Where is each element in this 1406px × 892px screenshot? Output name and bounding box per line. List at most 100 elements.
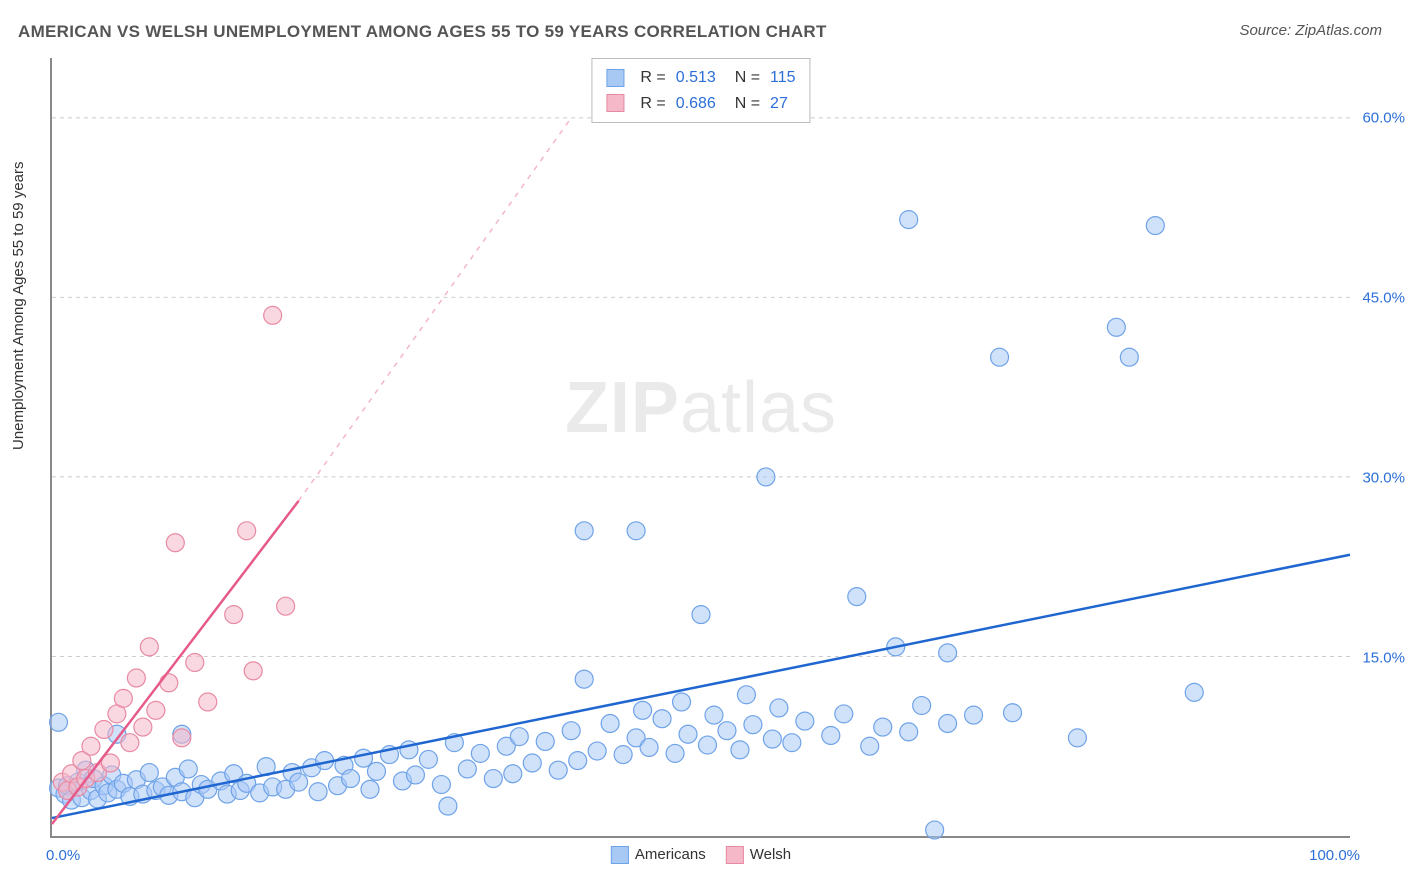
data-point — [1185, 683, 1203, 701]
data-point — [900, 211, 918, 229]
data-point — [692, 606, 710, 624]
data-point — [770, 699, 788, 717]
data-point — [874, 718, 892, 736]
data-point — [523, 754, 541, 772]
data-point — [127, 669, 145, 687]
data-point — [342, 770, 360, 788]
data-point — [458, 760, 476, 778]
data-point — [309, 783, 327, 801]
data-point — [368, 762, 386, 780]
legend-label: Americans — [635, 846, 706, 863]
data-point — [575, 670, 593, 688]
data-point — [504, 765, 522, 783]
stat-value-n: 115 — [770, 65, 796, 91]
data-point — [634, 701, 652, 719]
ytick-label: 45.0% — [1362, 290, 1405, 307]
data-point — [140, 638, 158, 656]
trend-line-dashed — [299, 118, 572, 501]
data-point — [147, 701, 165, 719]
data-point — [277, 597, 295, 615]
trend-line — [52, 555, 1350, 818]
data-point — [699, 736, 717, 754]
data-point — [575, 522, 593, 540]
data-point — [991, 348, 1009, 366]
chart-svg — [52, 58, 1350, 836]
stat-value-r: 0.513 — [676, 65, 716, 91]
data-point — [199, 693, 217, 711]
data-point — [173, 729, 191, 747]
data-point — [588, 742, 606, 760]
legend-swatch — [611, 846, 629, 864]
bottom-legend: Americans Welsh — [611, 846, 791, 864]
stats-row: R = 0.513 N = 115 — [606, 65, 795, 91]
data-point — [913, 697, 931, 715]
data-point — [1107, 318, 1125, 336]
data-point — [50, 713, 68, 731]
ytick-label: 15.0% — [1362, 650, 1405, 667]
data-point — [1068, 729, 1086, 747]
data-point — [160, 674, 178, 692]
ytick-label: 30.0% — [1362, 470, 1405, 487]
data-point — [1120, 348, 1138, 366]
data-point — [601, 715, 619, 733]
data-point — [569, 752, 587, 770]
data-point — [361, 780, 379, 798]
legend-swatch — [606, 69, 624, 87]
data-point — [731, 741, 749, 759]
stat-value-r: 0.686 — [676, 91, 716, 117]
y-axis-label: Unemployment Among Ages 55 to 59 years — [10, 161, 27, 450]
data-point — [796, 712, 814, 730]
data-point — [822, 726, 840, 744]
data-point — [95, 720, 113, 738]
xtick-min: 0.0% — [46, 847, 80, 864]
data-point — [166, 534, 184, 552]
data-point — [835, 705, 853, 723]
stat-label-n: N = — [726, 91, 760, 117]
data-point — [432, 776, 450, 794]
data-point — [640, 738, 658, 756]
data-point — [679, 725, 697, 743]
data-point — [471, 744, 489, 762]
data-point — [926, 821, 944, 839]
plot-area: ZIPatlas 15.0%30.0%45.0%60.0% 0.0% 100.0… — [50, 58, 1350, 838]
data-point — [179, 760, 197, 778]
legend-item: Americans — [611, 846, 706, 864]
data-point — [562, 722, 580, 740]
data-point — [666, 744, 684, 762]
data-point — [744, 716, 762, 734]
data-point — [264, 306, 282, 324]
data-point — [439, 797, 457, 815]
data-point — [121, 734, 139, 752]
legend-swatch — [726, 846, 744, 864]
chart-title: AMERICAN VS WELSH UNEMPLOYMENT AMONG AGE… — [18, 22, 827, 42]
data-point — [419, 750, 437, 768]
data-point — [705, 706, 723, 724]
data-point — [861, 737, 879, 755]
data-point — [484, 770, 502, 788]
data-point — [939, 715, 957, 733]
legend-item: Welsh — [726, 846, 791, 864]
stat-value-n: 27 — [770, 91, 788, 117]
data-point — [244, 662, 262, 680]
stat-label-r: R = — [640, 91, 665, 117]
data-point — [549, 761, 567, 779]
data-point — [290, 773, 308, 791]
data-point — [82, 737, 100, 755]
data-point — [536, 732, 554, 750]
chart-source: Source: ZipAtlas.com — [1239, 22, 1382, 39]
data-point — [510, 728, 528, 746]
data-point — [763, 730, 781, 748]
data-point — [653, 710, 671, 728]
data-point — [225, 606, 243, 624]
stats-box: R = 0.513 N = 115R = 0.686 N = 27 — [591, 58, 810, 123]
data-point — [939, 644, 957, 662]
data-point — [757, 468, 775, 486]
data-point — [783, 734, 801, 752]
data-point — [186, 653, 204, 671]
stat-label-r: R = — [640, 65, 665, 91]
data-point — [614, 746, 632, 764]
legend-label: Welsh — [750, 846, 791, 863]
data-point — [140, 764, 158, 782]
data-point — [1146, 217, 1164, 235]
stat-label-n: N = — [726, 65, 760, 91]
